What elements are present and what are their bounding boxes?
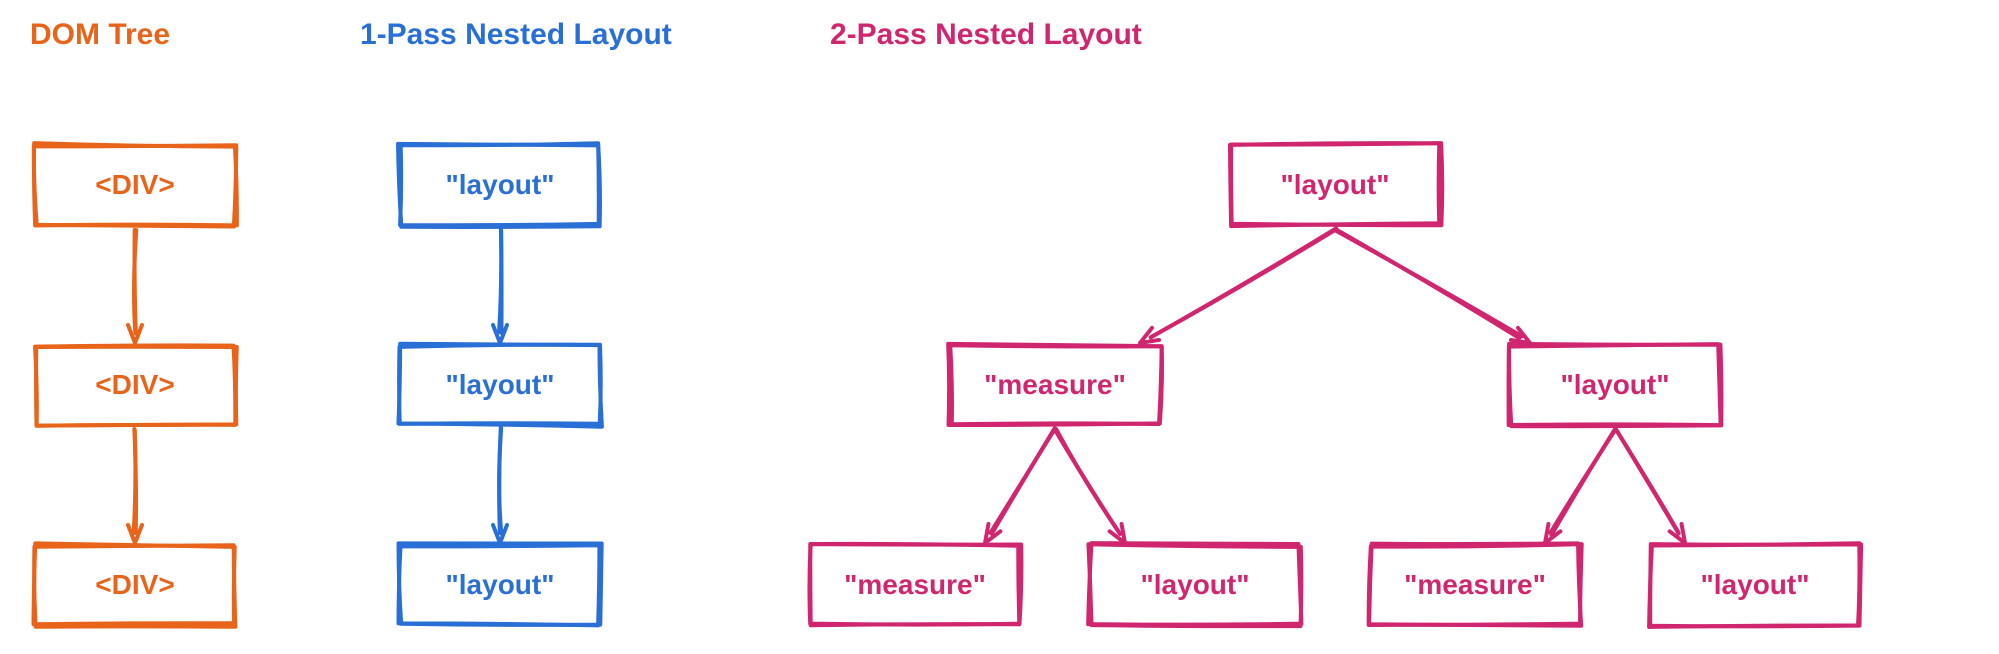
edge-t1-t2a	[1140, 228, 1336, 343]
dom-tree-title: DOM Tree	[30, 18, 170, 52]
node-label-t1: "layout"	[1280, 169, 1389, 201]
node-label-d3: <DIV>	[95, 569, 174, 601]
node-label-d1: <DIV>	[95, 169, 174, 201]
node-label-p1: "layout"	[445, 169, 554, 201]
edge-d2-d3	[128, 429, 142, 543]
node-label-t2b: "layout"	[1560, 369, 1669, 401]
edge-p1-p2	[493, 228, 507, 343]
edge-t2b-t3c	[1545, 429, 1615, 543]
edge-d1-d2	[128, 230, 142, 343]
node-label-t3a: "measure"	[844, 569, 986, 601]
one-pass-title: 1-Pass Nested Layout	[360, 18, 672, 52]
edge-t1-t2b	[1335, 229, 1530, 343]
two-pass-title: 2-Pass Nested Layout	[830, 18, 1142, 52]
node-label-t3b: "layout"	[1140, 569, 1249, 601]
diagram-canvas	[0, 0, 1999, 654]
edge-t2b-t3d	[1616, 429, 1685, 543]
node-label-t2a: "measure"	[984, 369, 1126, 401]
edge-t2a-t3a	[985, 428, 1055, 543]
edge-t2a-t3b	[1055, 429, 1125, 543]
edge-p2-p3	[493, 428, 507, 543]
node-label-t3d: "layout"	[1700, 569, 1809, 601]
node-label-d2: <DIV>	[95, 369, 174, 401]
node-label-p3: "layout"	[445, 569, 554, 601]
node-label-p2: "layout"	[445, 369, 554, 401]
node-label-t3c: "measure"	[1404, 569, 1546, 601]
